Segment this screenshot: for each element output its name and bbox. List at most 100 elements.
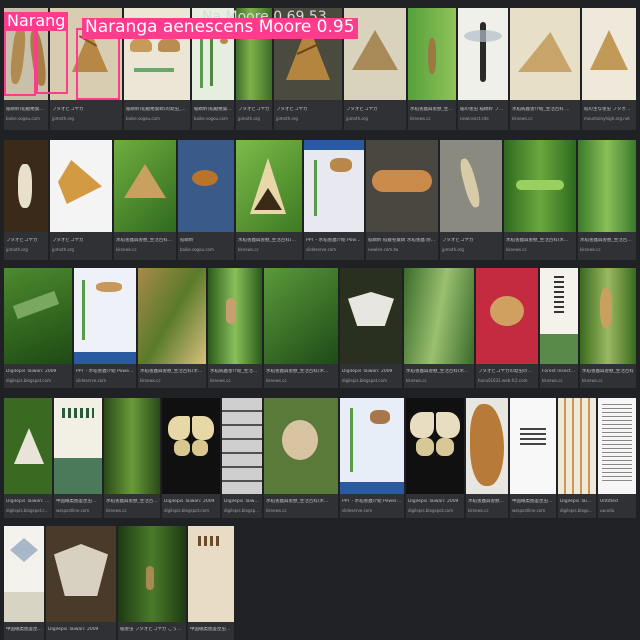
result-caption: Digilepis Taiwan: 2009 <box>342 369 393 374</box>
result-source: wzspostline.com <box>512 508 546 513</box>
rice-leaf-thumbnail <box>4 268 72 364</box>
result-source: baike.sogou.com <box>180 247 214 252</box>
image-result[interactable]: フタオビコヤガ jpmoth.org <box>440 140 502 260</box>
result-caption: Untitled <box>600 499 618 504</box>
image-result[interactable]: 水稻害蟲與害獸_生活百科(禾... kknews.cc <box>504 140 576 260</box>
result-caption: 水稻害蟲與害獸_生活百科(禾... <box>266 369 329 374</box>
result-caption: 水稻害蟲與害獸_生活百科(禾... <box>238 238 300 243</box>
specimen-grid-thumbnail <box>222 398 262 494</box>
result-caption: 水稻害蟲與害獸_生活百科 <box>582 369 634 374</box>
result-source: kknews.cc <box>410 116 431 121</box>
result-caption: 稲螟蛉(稻縱捲葉螟)的幼虫_百度百科 <box>194 107 232 112</box>
moth-thumbnail <box>264 398 338 494</box>
result-source: slideserve.com <box>306 247 337 252</box>
image-result[interactable]: Digilepis Taiwan: 2009 digilepis.blogspo… <box>222 398 262 518</box>
result-source: kknews.cc <box>266 508 287 513</box>
image-result[interactable]: 水稻害蟲與害獸_生活百科(禾... kknews.cc <box>236 140 302 260</box>
results-row-3: Digilepis Taiwan: 2009 digilepis.blogspo… <box>0 268 640 392</box>
image-result[interactable]: 水稻病蟲害介紹_生活百科(禾... kknews.cc <box>208 268 262 388</box>
image-result[interactable]: 中国蛾类图鉴昆虫类全套... wzspostline.com <box>54 398 102 518</box>
image-result[interactable]: 水稻病蟲害介紹_生活百科 ... kknews.cc <box>510 8 580 130</box>
image-result[interactable]: 水稻害蟲與害獸_生活百科 kknews.cc <box>580 268 636 388</box>
image-result[interactable]: 水稻害蟲與害獸_生活百科(禾... kknews.cc <box>114 140 176 260</box>
moth-on-leaf-thumbnail <box>114 140 176 232</box>
result-caption: フタオビコヤガ <box>238 107 270 112</box>
result-source: kknews.cc <box>506 247 527 252</box>
moth-on-leaf-thumbnail <box>408 8 456 100</box>
result-caption: PPT - 水稻害蟲介紹 PowerPoint Presenta... <box>306 238 362 243</box>
image-result[interactable]: 稻の主な害虫 フタオビコヤガ mountainyhigh.org.net <box>582 8 636 130</box>
image-result[interactable]: Digilepis Taiwan: 2009 digilepis.blogspo… <box>340 268 402 388</box>
image-result[interactable]: PPT - 水稻害蟲介紹 PowerPoint Presenta... slid… <box>304 140 364 260</box>
image-result[interactable]: Digilepis Taiwan: 2009 digilepis.blogspo… <box>4 268 72 388</box>
moth-thumbnail <box>476 268 538 364</box>
slide-thumbnail <box>304 140 364 232</box>
image-result[interactable]: Untitled uw.edu <box>598 398 636 518</box>
larva-on-leaf-thumbnail <box>504 140 576 232</box>
result-caption: 中国蛾类图鉴昆虫类全套... <box>56 499 100 504</box>
image-result[interactable]: 中国蛾类图鉴昆虫类全套购物... <box>188 526 234 640</box>
result-source: uw.edu <box>600 508 615 513</box>
book-cover-thumbnail <box>54 398 102 494</box>
rice-leaf-thumbnail <box>404 268 474 364</box>
image-result[interactable]: 稻螟蛉 稻縱卷葉螟 水稻害蟲 防治方法 newlen.com.tw <box>366 140 438 260</box>
results-row-5: 中国蛾类图鉴昆虫类全... Digilepis Taiwan: 2009 稲害虫… <box>0 526 640 640</box>
slide-thumbnail <box>74 268 136 364</box>
result-caption: フタオビコヤガ <box>442 238 474 243</box>
image-result[interactable]: PPT - 水稻害蟲介紹 PowerPoint Presentat... sli… <box>340 398 404 518</box>
result-source: kknews.cc <box>140 378 161 383</box>
image-result[interactable]: Digilepis Taiwan: 2009 digilepis.blogspo… <box>406 398 464 518</box>
image-result[interactable]: 稲害虫 フタオビコヤガ こうら農業ネット <box>118 526 186 640</box>
image-result[interactable]: 水稻害蟲與害獸_生活百科(禾... kknews.cc <box>578 140 636 260</box>
result-caption: 稲害虫 フタオビコヤガ こうら農業ネット <box>120 627 184 632</box>
result-source: digilepis.blogspot.com <box>224 508 260 513</box>
image-result[interactable]: 水稻害蟲與害獸_生活百科(禾... kknews.cc <box>264 398 338 518</box>
specimen-plate-thumbnail <box>558 398 596 494</box>
image-result[interactable]: 中国蛾类图鉴昆虫类全... <box>4 526 44 640</box>
image-result[interactable]: フタオビコヤガ jpmoth.org <box>4 140 48 260</box>
result-caption: 水稻害蟲與害獸_生活百科(禾... <box>406 369 469 374</box>
image-result[interactable]: 水稻害蟲與害獸_生活百科(禾... kknews.cc <box>138 268 206 388</box>
result-caption: Digilepis Taiwan: 2009 <box>560 499 594 504</box>
book-cover-thumbnail <box>510 398 556 494</box>
result-caption: 水稻害蟲與害獸_生活百科(禾... <box>410 107 454 112</box>
image-result[interactable]: Digilepis Taiwan: 2009 digilepis.blogspo… <box>558 398 596 518</box>
image-result[interactable]: Digilepis Taiwan: 2009 <box>46 526 116 640</box>
image-result[interactable]: 稲の害虫 稲螟蛉 フタオビコヤガ newinsect.site <box>458 8 508 130</box>
image-result[interactable]: 水稻害蟲與害獸_生活百科(禾... kknews.cc <box>404 268 474 388</box>
result-caption: 水稻害蟲與害獸_生活... <box>468 499 506 504</box>
image-result[interactable]: PPT - 水稻害蟲介紹 PowerPoint Presentat... sli… <box>74 268 136 388</box>
book-cover-thumbnail <box>540 268 578 364</box>
detection-box <box>4 28 36 96</box>
image-result[interactable]: 中国蛾类图鉴昆虫类全套... wzspostline.com <box>510 398 556 518</box>
result-caption: 水稻害蟲與害獸_生活百科(禾... <box>580 238 634 243</box>
rice-stem-thumbnail <box>104 398 160 494</box>
result-caption: 中国蛾类图鉴昆虫类全套购物... <box>190 627 232 632</box>
image-result[interactable]: 水稻害蟲與害獸_生活... kknews.cc <box>466 398 508 518</box>
image-result[interactable]: フタオビコヤガ jpmoth.org <box>50 140 112 260</box>
result-caption: PPT - 水稻害蟲介紹 PowerPoint Presentat... <box>76 369 134 374</box>
rice-stem-thumbnail <box>118 526 186 622</box>
image-result[interactable]: Digilepis Taiwan: 2009 digilepis.blogspo… <box>162 398 220 518</box>
result-source: newlen.com.tw <box>368 247 399 252</box>
result-source: hanaS1631.web.fc2.com <box>478 378 528 383</box>
result-source: kknews.cc <box>542 378 563 383</box>
image-result[interactable]: 水稻害蟲與害獸_生活百科(禾... kknews.cc <box>264 268 338 388</box>
result-source: digilepis.blogspot.com <box>342 378 387 383</box>
image-result[interactable]: 水稻害蟲與害獸_生活百科(禾... kknews.cc <box>104 398 160 518</box>
document-thumbnail <box>598 398 636 494</box>
image-result[interactable]: 稻螟蛉 baike.sogou.com <box>178 140 234 260</box>
image-result[interactable]: 水稻害蟲與害獸_生活百科(禾... kknews.cc <box>408 8 456 130</box>
result-caption: 水稻害蟲與害獸_生活百科(禾... <box>140 369 203 374</box>
image-result[interactable]: Forest Insects of Ba Shu... kknews.cc <box>540 268 578 388</box>
result-caption: Forest Insects of Ba Shu... <box>542 369 576 374</box>
result-caption: Digilepis Taiwan: 2009 <box>408 499 459 504</box>
wasp-thumbnail <box>458 8 508 100</box>
image-result[interactable]: フタオビコヤガの幼虫の被害写真 hanaS1631.web.fc2.com <box>476 268 538 388</box>
moth-thumbnail <box>46 526 116 622</box>
result-caption: 中国蛾类图鉴昆虫类全套... <box>512 499 554 504</box>
result-source: jpmoth.org <box>52 116 74 121</box>
result-source: digilepis.blogspot.com <box>6 508 50 513</box>
result-caption: フタオビコヤガ <box>52 107 84 112</box>
image-result[interactable]: Digilepis Taiwan: 2009 digilepis.blogspo… <box>4 398 52 518</box>
